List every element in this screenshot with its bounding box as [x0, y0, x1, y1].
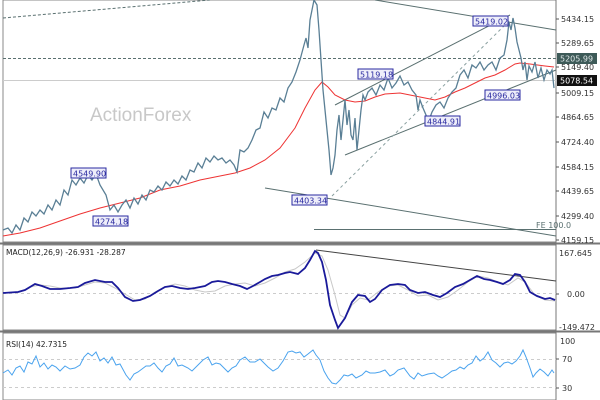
svg-text:4864.65: 4864.65 — [561, 113, 594, 122]
svg-text:5205.99: 5205.99 — [560, 55, 593, 64]
watermark: ActionForex — [90, 105, 192, 126]
rsi-title: RSI(14) 42.7315 — [6, 340, 67, 349]
annotation-4844: 4844.91 — [424, 115, 461, 127]
svg-text:70: 70 — [562, 355, 572, 364]
annotation-4274: 4274.18 — [92, 215, 129, 227]
svg-text:5434.15: 5434.15 — [561, 15, 594, 24]
svg-text:4274.18: 4274.18 — [95, 218, 128, 227]
macd-line — [2, 249, 556, 330]
svg-text:100: 100 — [560, 337, 575, 346]
svg-text:4299.40: 4299.40 — [561, 212, 594, 221]
svg-text:4439.65: 4439.65 — [561, 187, 594, 196]
macd-title: MACD(12,26,9) -26.931 -28.287 — [6, 248, 126, 257]
svg-text:5119.18: 5119.18 — [360, 71, 393, 80]
fe-label: FE 100.0 — [536, 221, 571, 230]
svg-text:-149.472: -149.472 — [559, 323, 595, 332]
svg-text:5149.40: 5149.40 — [561, 63, 594, 72]
current-price-tag: 5078.54 — [557, 75, 597, 86]
price-series — [2, 0, 555, 235]
svg-text:4996.03: 4996.03 — [487, 92, 520, 101]
annotation-5419: 5419.02 — [472, 15, 509, 27]
price-panel — [2, 0, 557, 243]
svg-text:167.645: 167.645 — [559, 249, 592, 258]
svg-text:4549.90: 4549.90 — [73, 170, 106, 179]
resistance-price-tag: 5205.99 — [557, 53, 597, 64]
annotation-4996: 4996.03 — [484, 89, 521, 101]
rsi-axis: 100 70 30 — [556, 337, 575, 393]
svg-text:4844.91: 4844.91 — [427, 118, 460, 127]
svg-text:5419.02: 5419.02 — [475, 18, 508, 27]
svg-text:30: 30 — [562, 384, 572, 393]
svg-text:4159.15: 4159.15 — [561, 236, 594, 245]
macd-trendline — [315, 249, 557, 282]
price-axis: 5434.15 5289.65 5149.40 5009.15 4864.65 … — [556, 15, 594, 245]
svg-text:0.00: 0.00 — [567, 290, 585, 299]
svg-text:5078.54: 5078.54 — [560, 77, 593, 86]
svg-text:4724.40: 4724.40 — [561, 138, 594, 147]
svg-text:5009.15: 5009.15 — [561, 89, 594, 98]
macd-axis: 167.645 0.00 -149.472 — [556, 249, 595, 332]
annotation-4549: 4549.90 — [70, 167, 107, 179]
svg-text:4584.15: 4584.15 — [561, 163, 594, 172]
macd-signal-line — [2, 252, 557, 319]
rsi-line — [2, 348, 555, 385]
svg-text:4403.34: 4403.34 — [294, 197, 327, 206]
svg-text:5289.65: 5289.65 — [561, 39, 594, 48]
annotation-4403: 4403.34 — [291, 194, 328, 206]
annotation-5119: 5119.18 — [357, 68, 394, 80]
macd-panel — [2, 244, 557, 331]
